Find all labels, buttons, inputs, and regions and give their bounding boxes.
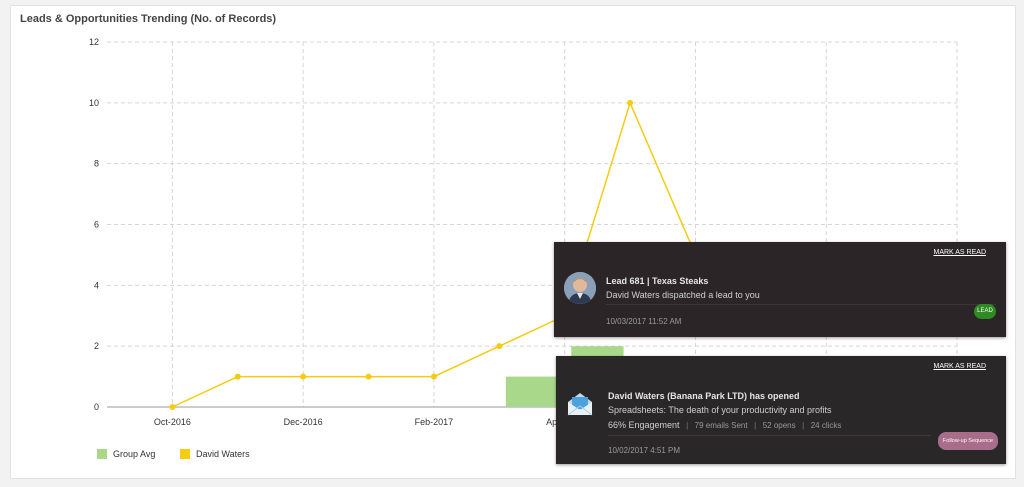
- point-david-waters: [627, 99, 634, 106]
- legend-label-group-avg: Group Avg: [113, 449, 156, 459]
- x-tick-label: Feb-2017: [415, 417, 454, 427]
- notification-text: David Waters dispatched a lead to you: [606, 290, 760, 300]
- chart-title: Leads & Opportunities Trending (No. of R…: [20, 13, 277, 25]
- y-tick-label: 0: [94, 402, 99, 412]
- clicks-count: 24 clicks: [810, 421, 842, 430]
- avatar-photo-icon: [564, 272, 596, 304]
- legend-label-david-waters: David Waters: [196, 449, 250, 459]
- legend-swatch-group-avg: [97, 449, 107, 459]
- stat-separator: |: [754, 421, 757, 430]
- point-david-waters: [300, 373, 307, 380]
- opens-count: 52 opens: [762, 421, 796, 430]
- legend-item-group-avg[interactable]: Group Avg: [97, 449, 155, 459]
- notification-lead[interactable]: MARK AS READ Lead 681 | Texas Steaks Dav…: [554, 242, 1006, 337]
- point-david-waters: [365, 373, 372, 380]
- divider: [606, 304, 996, 305]
- legend-item-david-waters[interactable]: David Waters: [180, 449, 250, 459]
- emails-sent: 79 emails Sent: [694, 421, 748, 430]
- engagement-stats: 66% Engagement | 79 emails Sent | 52 ope…: [608, 420, 841, 430]
- y-tick-label: 4: [94, 280, 99, 290]
- lead-badge[interactable]: LEAD: [974, 304, 996, 319]
- y-tick-label: 2: [94, 341, 99, 351]
- notification-email-opened[interactable]: MARK AS READ David Waters (Banana Park L…: [556, 356, 1006, 464]
- notification-time: 10/03/2017 11:52 AM: [606, 317, 682, 326]
- x-tick-label: Oct-2016: [154, 417, 191, 427]
- x-tick-label: Dec-2016: [284, 417, 323, 427]
- notification-text: Spreadsheets: The death of your producti…: [608, 405, 832, 415]
- notification-time: 10/02/2017 4:51 PM: [608, 446, 681, 455]
- point-david-waters: [430, 373, 437, 380]
- bar-group-avg: [505, 376, 559, 407]
- y-tick-label: 6: [94, 220, 99, 230]
- point-david-waters: [169, 404, 176, 410]
- y-tick-label: 12: [89, 37, 99, 47]
- stat-separator: |: [686, 421, 689, 430]
- email-open-icon: [567, 393, 593, 416]
- engagement-value: 66% Engagement: [608, 420, 680, 430]
- notification-title: David Waters (Banana Park LTD) has opene…: [608, 391, 800, 401]
- avatar: [564, 272, 596, 304]
- point-david-waters: [234, 373, 241, 380]
- point-david-waters: [496, 343, 503, 350]
- divider: [608, 435, 931, 436]
- mark-as-read-link[interactable]: MARK AS READ: [933, 363, 986, 370]
- y-tick-label: 10: [89, 98, 99, 108]
- y-tick-label: 8: [94, 159, 99, 169]
- notification-title: Lead 681 | Texas Steaks: [606, 276, 709, 286]
- follow-up-sequence-badge[interactable]: Follow-up Sequence: [938, 432, 998, 450]
- mark-as-read-link[interactable]: MARK AS READ: [933, 249, 986, 256]
- stat-separator: |: [802, 421, 805, 430]
- legend-swatch-david-waters: [180, 449, 190, 459]
